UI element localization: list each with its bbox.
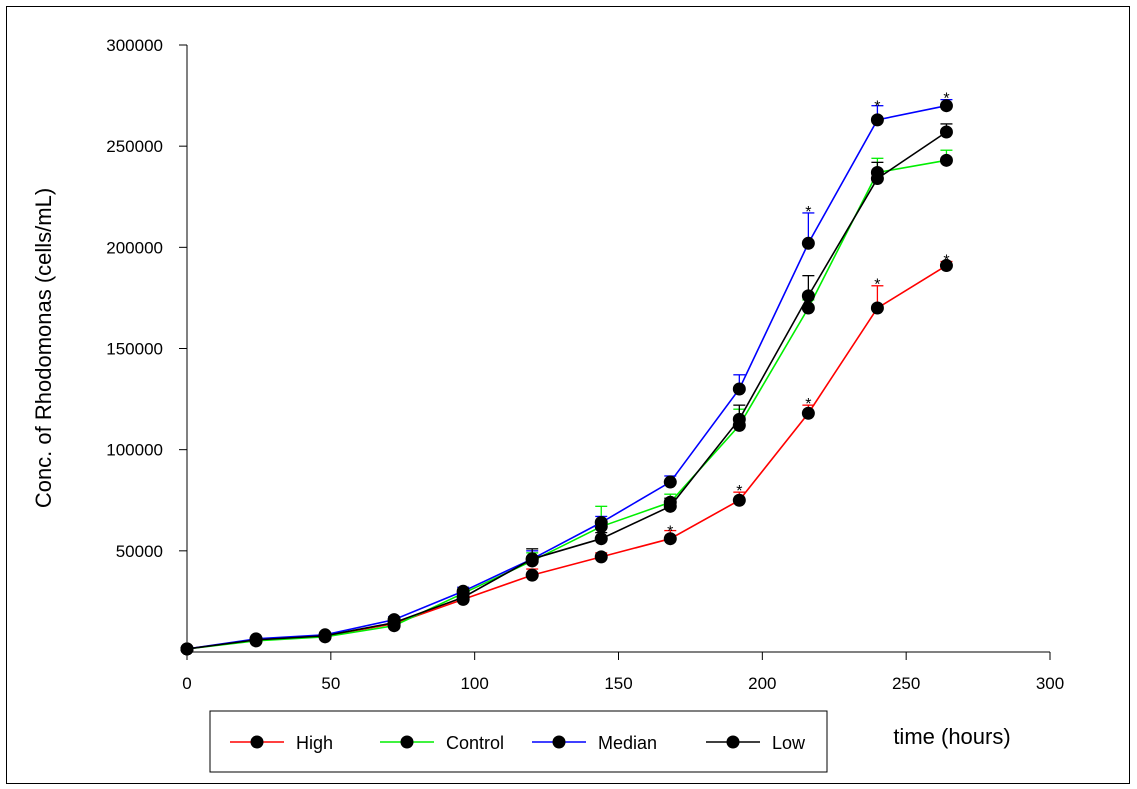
data-point-low — [663, 499, 677, 513]
data-point-low — [939, 125, 953, 139]
x-tick-label: 250 — [892, 674, 920, 693]
data-point-high — [663, 532, 677, 546]
data-point-low — [801, 289, 815, 303]
data-point-low — [732, 412, 746, 426]
data-point-low — [249, 633, 263, 647]
x-tick-label: 0 — [182, 674, 191, 693]
data-point-high — [525, 568, 539, 582]
significance-marker: * — [943, 252, 949, 269]
series-line-low — [186, 131, 947, 650]
y-tick-label: 50000 — [116, 542, 163, 561]
series-line-high — [186, 264, 947, 650]
data-point-high — [732, 493, 746, 507]
x-tick-label: 200 — [748, 674, 776, 693]
data-point-low — [318, 629, 332, 643]
data-point-control — [939, 153, 953, 167]
y-tick-label: 150000 — [106, 340, 163, 359]
x-tick-label: 150 — [604, 674, 632, 693]
x-tick-label: 50 — [321, 674, 340, 693]
x-axis-title: time (hours) — [893, 724, 1010, 749]
data-point-high — [870, 301, 884, 315]
data-point-median — [939, 99, 953, 113]
data-point-low — [456, 590, 470, 604]
y-axis-title: Conc. of Rhodomonas (cells/mL) — [31, 188, 56, 508]
legend-swatch-marker-low — [726, 735, 740, 749]
series-line-control — [186, 159, 947, 650]
annotation-layer: * * * * * * * * — [667, 91, 949, 541]
data-point-median — [663, 475, 677, 489]
data-point-high — [594, 550, 608, 564]
data-point-low — [594, 532, 608, 546]
y-tick-label: 250000 — [106, 137, 163, 156]
legend-swatch-marker-control — [400, 735, 414, 749]
legend-label-low: Low — [772, 733, 806, 753]
data-point-high — [939, 259, 953, 273]
y-tick-label: 300000 — [106, 36, 163, 55]
legend-label-control: Control — [446, 733, 504, 753]
data-point-low — [870, 172, 884, 186]
legend: High Control Median Low — [209, 710, 828, 773]
significance-marker: * — [943, 91, 949, 108]
significance-marker: * — [874, 99, 880, 116]
data-point-low — [387, 616, 401, 630]
y-tick-label: 100000 — [106, 441, 163, 460]
data-point-low — [180, 642, 194, 656]
data-point-median — [801, 236, 815, 250]
significance-marker: * — [805, 396, 811, 413]
legend-swatch-marker-high — [250, 735, 264, 749]
data-point-median — [594, 516, 608, 530]
series-line-median — [186, 104, 947, 650]
series-layer — [180, 98, 953, 656]
significance-marker: * — [736, 483, 742, 500]
data-point-high — [801, 406, 815, 420]
data-point-low — [525, 552, 539, 566]
legend-label-high: High — [296, 733, 333, 753]
axes: 0 50 100 150 200 250 300 50000 100000 150000 20000… — [106, 36, 1064, 693]
legend-swatch-marker-median — [552, 735, 566, 749]
y-tick-label: 200000 — [106, 238, 163, 257]
significance-marker: * — [805, 204, 811, 221]
data-point-median — [870, 113, 884, 127]
significance-marker: * — [874, 277, 880, 294]
data-point-median — [732, 382, 746, 396]
data-point-control — [801, 301, 815, 315]
x-tick-label: 300 — [1036, 674, 1064, 693]
significance-marker: * — [667, 524, 673, 541]
legend-label-median: Median — [598, 733, 657, 753]
x-tick-label: 100 — [460, 674, 488, 693]
